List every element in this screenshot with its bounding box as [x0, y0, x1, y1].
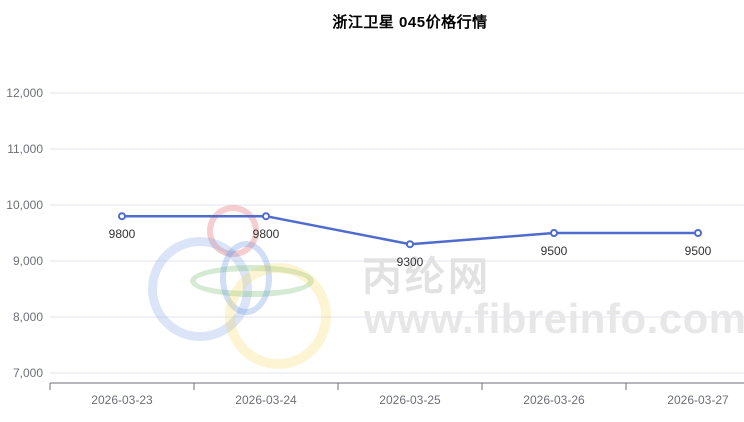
data-point[interactable] — [550, 229, 558, 237]
y-axis-label: 9,000 — [13, 254, 43, 268]
x-axis-label: 2026-03-23 — [91, 393, 153, 407]
price-series-line — [120, 214, 700, 246]
x-axis-label: 2026-03-25 — [379, 393, 441, 407]
data-point[interactable] — [406, 240, 414, 249]
x-axis-label: 2026-03-26 — [523, 393, 585, 407]
y-axis-label: 7,000 — [13, 366, 43, 380]
y-axis-label: 10,000 — [6, 198, 43, 212]
data-point-value-label: 9300 — [397, 255, 424, 269]
data-point-value-label: 9500 — [685, 244, 712, 258]
y-axis-label: 11,000 — [7, 142, 43, 156]
data-point[interactable] — [118, 212, 126, 221]
data-point[interactable] — [694, 229, 702, 237]
x-axis-label: 2026-03-27 — [667, 393, 729, 407]
chart-title: 浙江卫星 045价格行情 — [332, 14, 488, 31]
y-axis-label: 8,000 — [13, 310, 43, 324]
data-point-value-label: 9500 — [541, 244, 568, 258]
data-point-value-label: 9800 — [253, 227, 280, 241]
data-point-value-label: 9800 — [109, 227, 136, 241]
x-axis-label: 2026-03-24 — [235, 393, 297, 407]
y-axis-label: 12,000 — [6, 86, 43, 100]
data-point[interactable] — [262, 212, 270, 221]
